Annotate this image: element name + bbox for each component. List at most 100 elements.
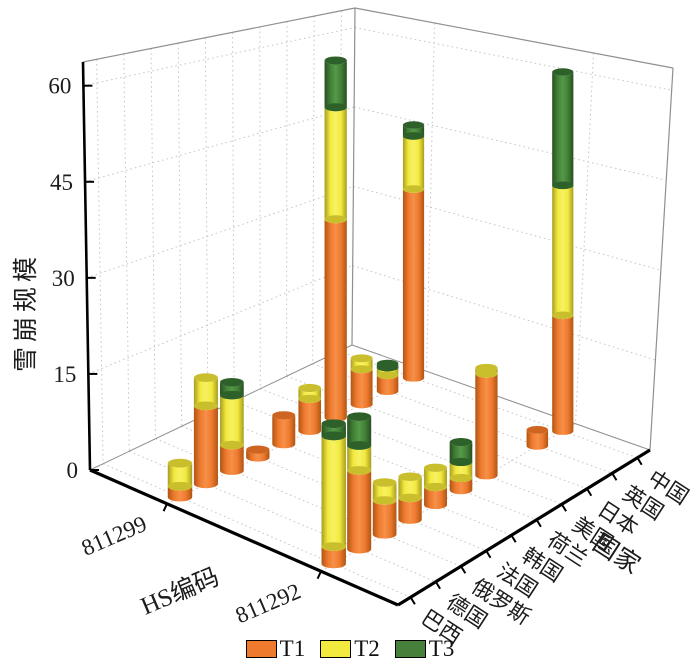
bar-811292-巴西-boundary xyxy=(321,431,346,441)
bar-811299-法国-cap xyxy=(246,445,270,454)
grid-depth-wall xyxy=(204,37,209,414)
bar-811292-巴西-t2 xyxy=(321,435,346,551)
x-tick xyxy=(316,570,322,580)
bar-811299-德国-t1 xyxy=(193,405,218,489)
bar-811299-荷兰 xyxy=(298,383,322,435)
depth-tick xyxy=(535,519,542,528)
grid-value-left xyxy=(83,27,355,87)
bar-811292-中国-boundary xyxy=(552,181,574,190)
bar-811299-巴西-cap xyxy=(167,458,193,468)
wall-top-left-edge xyxy=(82,7,356,63)
bar-811299-美国-cap xyxy=(324,56,347,65)
bar-811292-韩国-cap xyxy=(424,463,448,472)
bar-811292-中国-t2 xyxy=(552,185,574,320)
grid-depth-wall xyxy=(96,59,104,464)
bar-811299-俄罗斯-t2 xyxy=(220,395,244,450)
wall-right-edge xyxy=(649,67,674,451)
bar-811299-美国-t2 xyxy=(324,107,347,224)
bar-811299-俄罗斯-boundary xyxy=(220,440,244,450)
legend-label-t3: T3 xyxy=(428,636,455,661)
value-axis xyxy=(81,61,92,471)
wall-bottom-right-edge xyxy=(351,344,651,451)
t3-swatch-icon xyxy=(394,639,426,658)
bar-811292-法国-t1 xyxy=(398,497,422,524)
bar-811299-德国-cap xyxy=(193,373,218,382)
x-tick-label: 811292 xyxy=(232,579,305,629)
x-tick xyxy=(162,503,168,512)
depth-tick xyxy=(460,565,467,574)
legend-item-t1: T1 xyxy=(245,637,305,660)
bar-811292-中国-cap xyxy=(552,68,574,76)
bar-811292-荷兰 xyxy=(449,438,473,495)
bar-811292-俄罗斯-boundary xyxy=(372,496,397,505)
bar-811292-巴西-t1 xyxy=(321,546,346,569)
bar-811292-德国 xyxy=(347,412,372,554)
bar-811299-德国-boundary xyxy=(193,401,218,411)
depth-tick xyxy=(586,488,593,497)
bar-811299-法国 xyxy=(246,445,270,462)
legend-item-t2: T2 xyxy=(320,637,380,660)
legend-label-t2: T2 xyxy=(354,636,380,661)
bar-811292-韩国 xyxy=(424,463,448,510)
bar-811292-韩国-t1 xyxy=(424,486,448,510)
bar-811299-日本 xyxy=(350,354,373,409)
grid-x-wall xyxy=(426,22,435,372)
value-tick-label: 60 xyxy=(48,74,71,99)
bar-811292-荷兰-boundary xyxy=(449,473,473,483)
bar-811292-巴西-cap xyxy=(321,419,346,429)
value-tick-label: 15 xyxy=(53,362,76,387)
bar-811292-美国 xyxy=(475,363,498,480)
grid-value-left xyxy=(88,265,353,375)
bar-811299-韩国-cap xyxy=(272,411,296,420)
t2-swatch-icon xyxy=(320,639,352,658)
bar-811299-韩国 xyxy=(272,411,296,449)
grid-depth-floor xyxy=(260,388,562,505)
x-axis xyxy=(89,468,399,607)
bar-811292-中国 xyxy=(552,68,574,435)
depth-axis xyxy=(397,448,651,607)
bar-811292-德国-boundary xyxy=(347,466,372,475)
value-tick-label: 45 xyxy=(50,170,73,195)
bar-811292-俄罗斯-cap xyxy=(372,478,397,487)
bar-811299-巴西-t1 xyxy=(167,486,193,502)
bar-811299-巴西-boundary xyxy=(167,481,193,491)
bar-811292-英国 xyxy=(526,425,549,450)
bar-811292-俄罗斯-t1 xyxy=(372,500,397,539)
bar-811292-巴西 xyxy=(321,419,346,569)
bar-811299-荷兰-cap xyxy=(298,383,322,393)
t1-swatch-icon xyxy=(245,639,277,658)
bar-811292-法国-boundary xyxy=(398,493,422,503)
grid-depth-floor xyxy=(155,438,462,567)
grid-depth-wall xyxy=(232,32,235,402)
bar-811299-荷兰-t1 xyxy=(298,398,322,435)
bar-811292-英国-cap xyxy=(526,425,549,434)
depth-tick xyxy=(409,596,416,605)
bar-811292-俄罗斯 xyxy=(372,478,397,539)
depth-tick xyxy=(560,503,567,512)
bar-811292-德国-t1 xyxy=(347,470,372,554)
bar-811299-中国-t1 xyxy=(402,189,425,382)
bar-811292-中国-t1 xyxy=(552,315,574,435)
bar-811299-日本-t1 xyxy=(350,369,373,409)
wall-top-right-edge xyxy=(354,7,674,69)
bar-811292-法国 xyxy=(398,472,422,524)
depth-tick xyxy=(485,550,492,559)
grid-x-wall xyxy=(575,52,594,424)
bar-811292-巴西-boundary xyxy=(321,542,346,551)
depth-tick xyxy=(510,534,517,543)
bar-811299-美国-boundary xyxy=(324,103,347,112)
bar-811299-美国-boundary xyxy=(324,215,347,224)
grid-value-right xyxy=(354,106,667,181)
grid-depth-wall xyxy=(259,26,261,389)
bar-811299-巴西 xyxy=(167,458,193,502)
wall-corner-edge xyxy=(351,7,356,346)
grid-depth-floor xyxy=(286,375,588,490)
value-tick-label: 0 xyxy=(67,458,79,483)
bar-811299-韩国-t1 xyxy=(272,415,296,449)
bar-811299-美国-t3 xyxy=(324,60,347,112)
bar-811299-中国-boundary xyxy=(402,185,425,193)
bar-811299-俄罗斯-boundary xyxy=(220,390,244,400)
legend: T1 T2 T3 xyxy=(0,637,700,660)
value-axis-title: 雪崩规模 xyxy=(12,252,40,372)
